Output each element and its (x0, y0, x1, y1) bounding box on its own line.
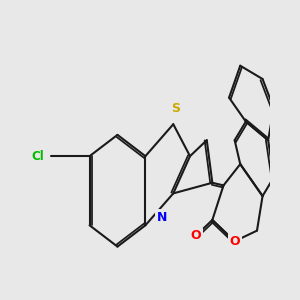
Text: N: N (157, 211, 167, 224)
Text: S: S (171, 102, 180, 115)
Text: O: O (190, 230, 201, 242)
Text: O: O (229, 235, 240, 248)
Text: Cl: Cl (31, 150, 44, 163)
